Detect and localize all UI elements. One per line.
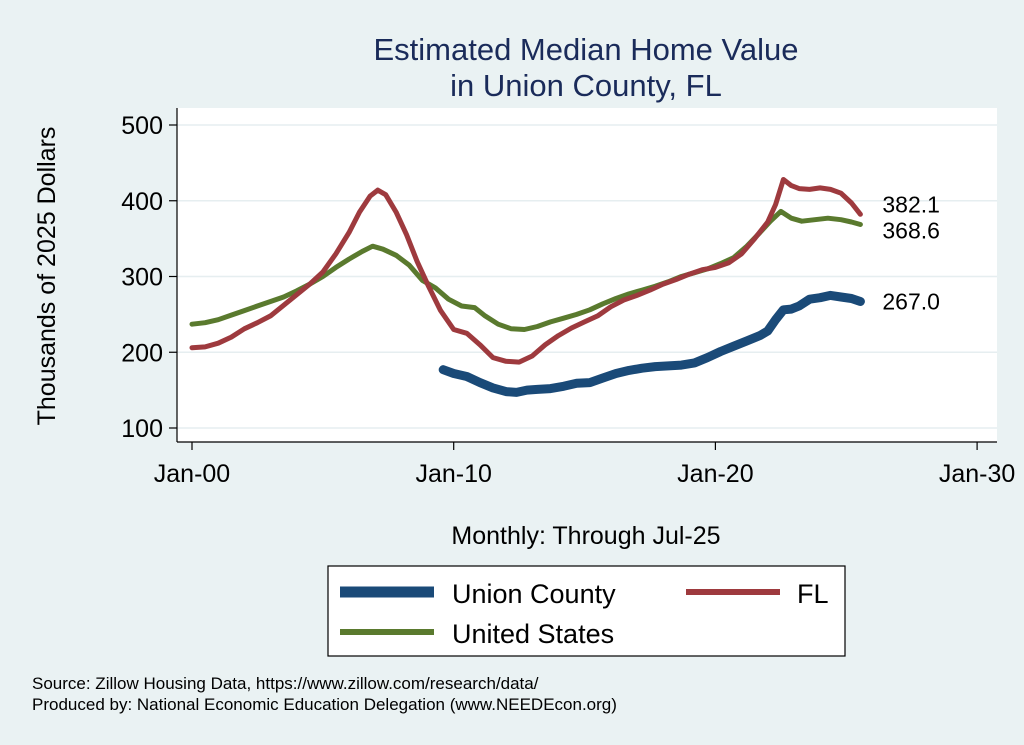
y-axis-title: Thousands of 2025 Dollars [33, 127, 61, 426]
legend: Union County FL United States [327, 565, 846, 657]
legend-label-fl: FL [797, 579, 829, 609]
source-note: Source: Zillow Housing Data, https://www… [32, 674, 539, 693]
x-tick-label: Jan-00 [154, 460, 230, 488]
y-tick-label: 100 [121, 415, 163, 443]
producer-note: Produced by: National Economic Education… [32, 695, 617, 714]
plot-area [177, 108, 997, 442]
legend-label-union-county: Union County [452, 579, 616, 609]
end-label-fl: 382.1 [882, 191, 940, 217]
x-tick-label: Jan-20 [677, 460, 753, 488]
y-tick-label: 200 [121, 339, 163, 367]
series-lines [189, 177, 865, 397]
y-tick-label: 300 [121, 264, 163, 292]
legend-label-united-states: United States [452, 619, 614, 649]
end-label-united-states: 368.6 [882, 218, 940, 244]
x-tick-label: Jan-30 [939, 460, 1015, 488]
y-tick-label: 400 [121, 188, 163, 216]
y-tick-label: 500 [121, 112, 163, 140]
chart-title-line-1: Estimated Median Home Value [373, 32, 798, 67]
x-tick-label: Jan-10 [415, 460, 491, 488]
legend-box [327, 565, 846, 657]
x-axis-title: Monthly: Through Jul-25 [451, 522, 720, 550]
gridlines [177, 124, 997, 429]
end-label-union-county: 267.0 [882, 288, 940, 314]
series-line-union-county [438, 290, 865, 397]
chart-title-line-2: in Union County, FL [450, 68, 722, 103]
axes: 100 200 300 400 500 Jan-00 Jan-10 Jan-20 Jan-30 [121, 108, 1015, 488]
series-line-fl [189, 177, 863, 365]
